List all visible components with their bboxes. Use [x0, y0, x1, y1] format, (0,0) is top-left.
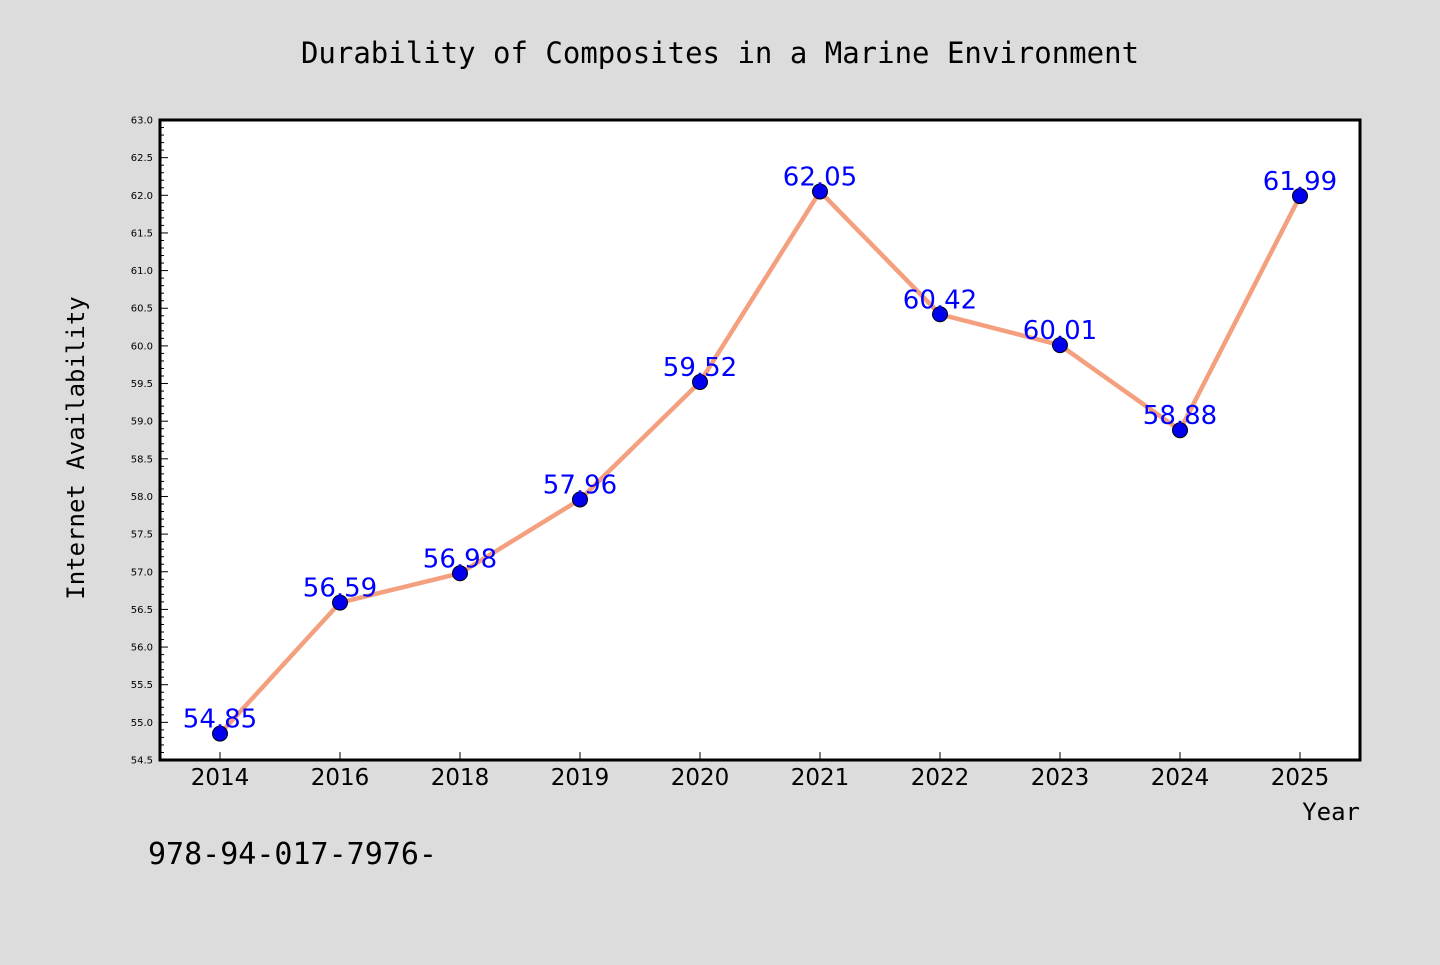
data-point [692, 374, 708, 391]
y-tick-label: 63.0 [131, 116, 153, 127]
series-line [218, 189, 1303, 736]
data-label: 56.98 [423, 544, 497, 574]
y-tick-label: 57.5 [131, 530, 153, 541]
y-tick-label: 56.0 [131, 643, 153, 654]
x-axis-label: Year [1302, 798, 1360, 826]
x-tick-label: 2025 [1271, 765, 1330, 791]
y-axis-label: Internet Availability [62, 296, 90, 599]
data-point [452, 565, 468, 582]
data-label: 56.59 [303, 574, 377, 604]
data-point [332, 594, 348, 611]
y-tick-label: 59.5 [131, 379, 153, 390]
y-tick-label: 58.0 [131, 492, 153, 503]
data-point [932, 306, 948, 323]
y-tick-label: 56.5 [131, 605, 153, 616]
y-tick-label: 54.5 [131, 756, 153, 767]
data-label: 62.05 [783, 163, 857, 193]
y-tick-label: 62.0 [131, 191, 153, 202]
data-point [1292, 188, 1308, 205]
plot-frame [158, 118, 1362, 762]
data-point [572, 491, 588, 508]
x-tick-label: 2016 [311, 765, 370, 791]
data-point [212, 725, 228, 742]
data-label: 59.52 [663, 353, 737, 383]
data-label: 58.88 [1143, 401, 1217, 431]
y-tick-label: 61.0 [131, 266, 153, 277]
y-tick-label: 59.0 [131, 417, 153, 428]
y-tick-label: 61.5 [131, 228, 153, 239]
x-tick-label: 2024 [1151, 765, 1210, 791]
y-tick-label: 58.5 [131, 454, 153, 465]
data-point [1052, 337, 1068, 354]
x-tick-label: 2023 [1031, 765, 1090, 791]
data-label: 61.99 [1263, 167, 1337, 197]
data-point [812, 183, 828, 200]
y-tick-labels: 54.5 55.0 55.5 56.0 56.5 57.0 57.5 58.0 58.5 59.0… [131, 116, 153, 767]
x-tick-label: 2014 [191, 765, 250, 791]
y-tick-label: 62.5 [131, 153, 153, 164]
x-tick-label: 2022 [911, 765, 970, 791]
data-labels: 54.85 56.59 56.98 57.96 59.52 62.05 60.42 60.01… [183, 163, 1337, 735]
x-tick-labels: 2014 2016 2018 2019 2020 2021 2022 2023 2024 2025 [191, 765, 1330, 791]
data-label: 54.85 [183, 705, 257, 735]
x-tick-label: 2021 [791, 765, 850, 791]
data-label: 60.42 [903, 285, 977, 315]
data-point [1172, 422, 1188, 439]
x-tick-label: 2019 [551, 765, 610, 791]
y-tick-label: 60.5 [131, 304, 153, 315]
y-tick-label: 55.5 [131, 680, 153, 691]
y-tick-label: 55.0 [131, 718, 153, 729]
y-tick-label: 60.0 [131, 341, 153, 352]
series-line-group [218, 189, 1303, 736]
y-tick-label: 57.0 [131, 567, 153, 578]
data-label: 57.96 [543, 470, 617, 500]
footnote-isbn: 978-94-017-7976- [148, 837, 437, 872]
data-label: 60.01 [1023, 316, 1097, 346]
series-markers [212, 183, 1308, 742]
chart-title: Durability of Composites in a Marine Env… [301, 36, 1139, 70]
x-tick-label: 2020 [671, 765, 730, 791]
x-tick-label: 2018 [431, 765, 490, 791]
plot-area [160, 120, 1360, 760]
